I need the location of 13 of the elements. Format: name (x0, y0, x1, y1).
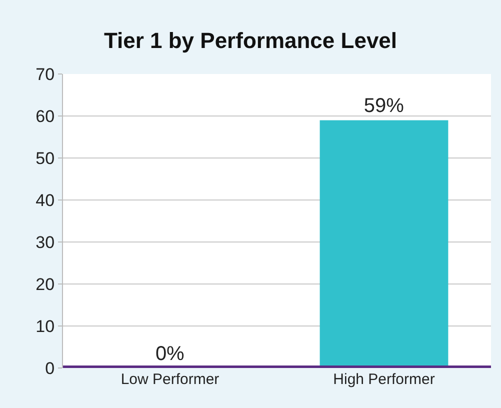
y-tick-label: 10 (36, 316, 55, 336)
data-label: 59% (364, 95, 404, 118)
y-tick-label: 70 (36, 64, 55, 84)
y-tick-label: 30 (36, 232, 55, 252)
y-tick-label: 60 (36, 106, 55, 126)
chart-title: Tier 1 by Performance Level (104, 28, 398, 54)
data-label: 0% (155, 343, 185, 365)
x-tick-label: Low Performer (120, 371, 220, 388)
y-tick-label: 50 (36, 148, 55, 168)
x-tick-label: High Performer (333, 371, 435, 388)
y-tick-label: 20 (36, 274, 55, 294)
y-tick-label: 40 (36, 190, 55, 210)
y-tick-label: 0 (45, 358, 55, 378)
